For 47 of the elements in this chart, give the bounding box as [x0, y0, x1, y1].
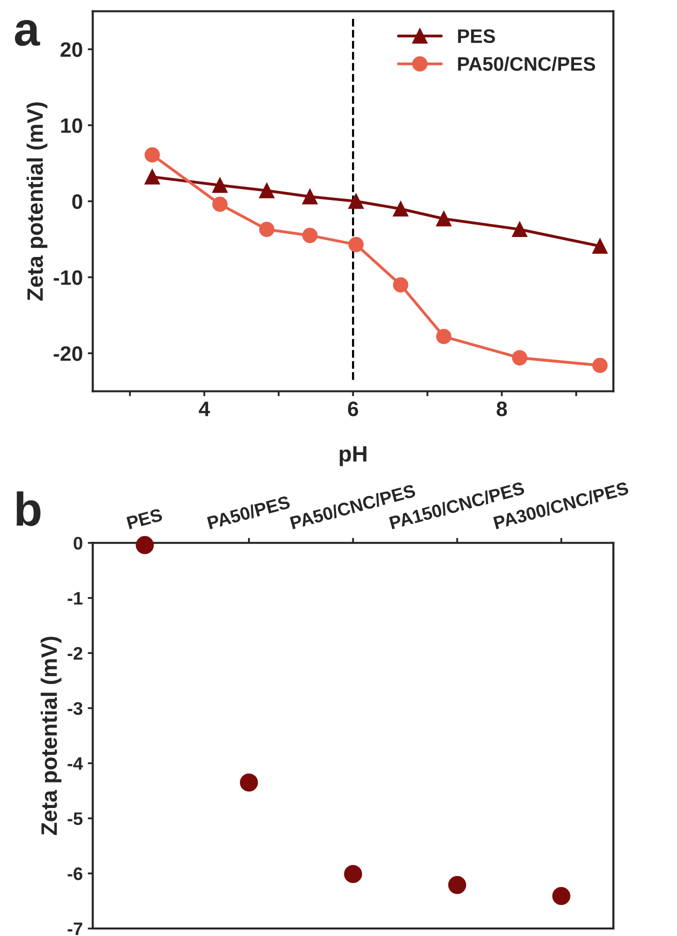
point [393, 277, 408, 292]
y-tick-label: 0 [74, 536, 82, 550]
x-tick-label: PES [126, 508, 163, 530]
point [212, 196, 228, 212]
point [259, 182, 274, 198]
point [144, 169, 160, 185]
chart-title: b [16, 491, 40, 526]
point [136, 536, 154, 554]
x-tick-label: 4 [198, 402, 210, 416]
y-tick-label: -4 [68, 757, 83, 770]
legend-label: PA50/CNC/PES [458, 56, 596, 72]
point [592, 358, 608, 374]
point [212, 178, 228, 193]
point [302, 189, 318, 204]
x-tick-label: 6 [348, 402, 358, 416]
point [436, 328, 452, 344]
point [436, 211, 452, 226]
point [240, 773, 258, 792]
point [344, 864, 362, 883]
y-tick-label: -20 [54, 346, 82, 361]
y-tick-label: 20 [60, 42, 82, 57]
y-tick-label: -10 [54, 270, 82, 285]
point [393, 201, 408, 216]
y-axis-title: Zeta potential (mV) [40, 636, 62, 836]
point [448, 876, 466, 894]
point [592, 238, 608, 254]
point [348, 194, 364, 209]
point [512, 222, 528, 237]
point [259, 222, 274, 237]
x-axis-title: pH [340, 446, 366, 466]
point [552, 886, 570, 906]
y-tick-label: 0 [72, 194, 82, 209]
point [512, 350, 528, 366]
point [302, 228, 318, 244]
y-tick-label: -2 [68, 646, 82, 660]
x-tick-label: 8 [496, 402, 507, 416]
legend-label: PES [458, 29, 495, 44]
y-axis-title: Zeta potential (mV) [26, 102, 48, 301]
y-tick-label: -3 [68, 702, 82, 715]
chart-title: a [14, 20, 40, 46]
point [144, 147, 160, 163]
y-tick-label: -5 [68, 812, 83, 826]
y-tick-label: -1 [68, 592, 83, 605]
y-tick-label: -6 [68, 867, 82, 880]
point [348, 236, 364, 252]
y-tick-label: 10 [61, 118, 82, 133]
y-tick-label: -7 [68, 922, 82, 936]
